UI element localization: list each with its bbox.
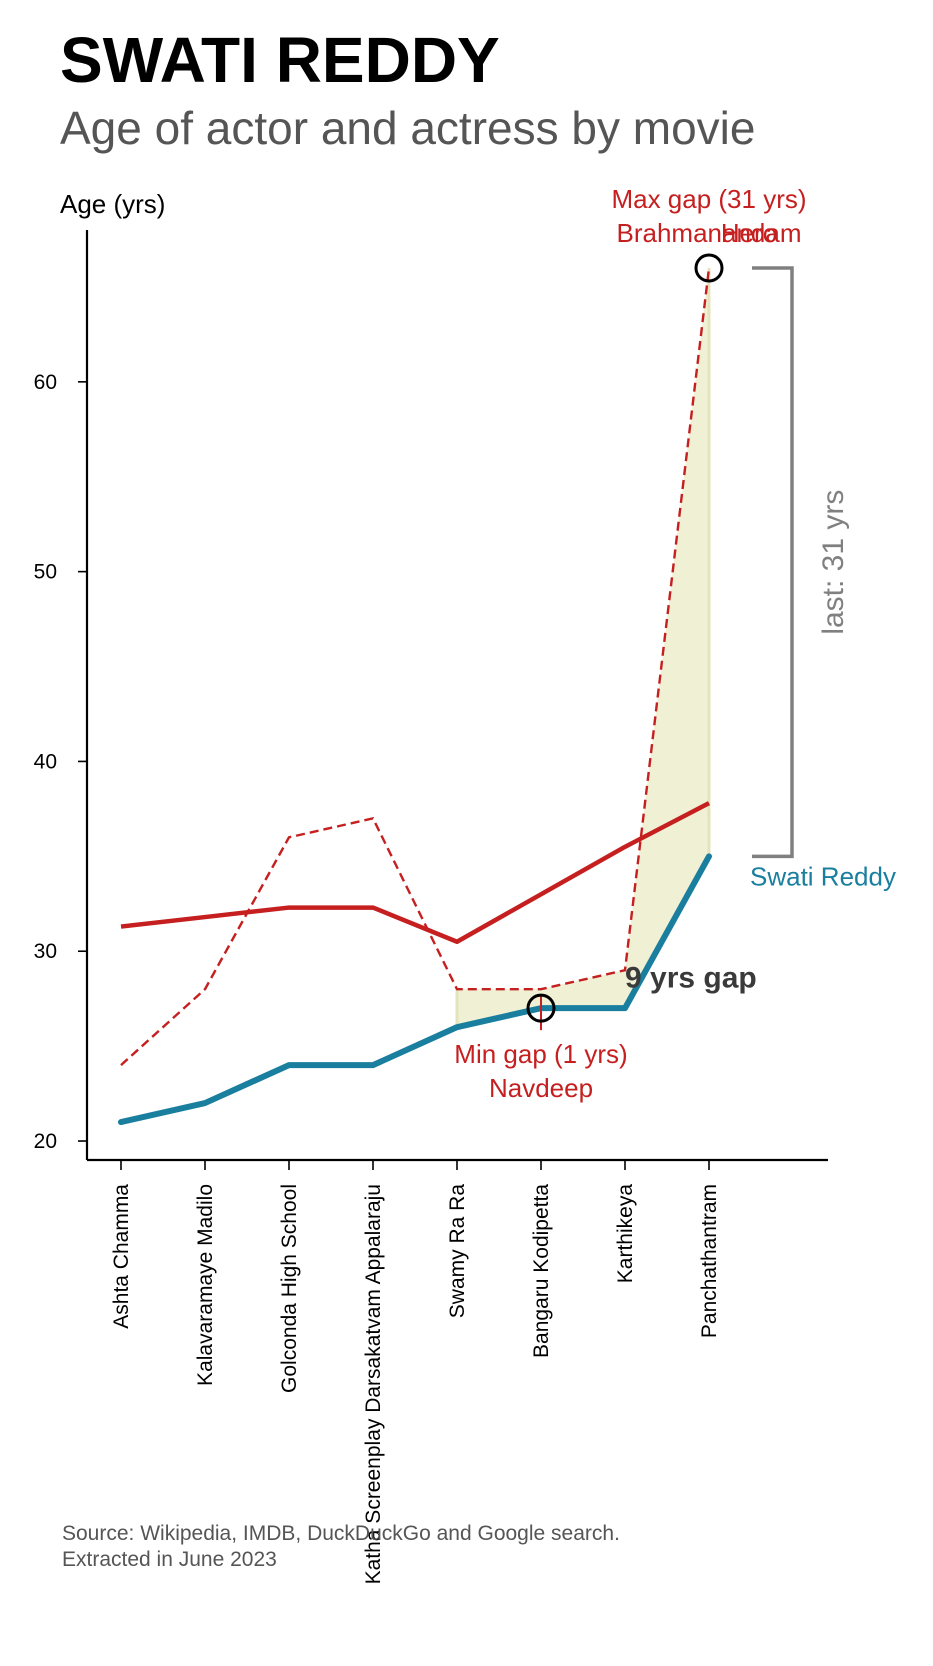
- y-axis-label: Age (yrs): [60, 189, 165, 219]
- series-label-swati-reddy: Swati Reddy: [750, 861, 896, 891]
- min-gap-actor-label: Navdeep: [489, 1073, 593, 1103]
- max-gap-marker: [694, 253, 724, 283]
- max-gap-movie-role-label: Hero: [721, 218, 777, 248]
- y-tick-label: 50: [34, 561, 57, 584]
- markers: [526, 253, 724, 1031]
- last-gap-bracket: [752, 266, 794, 859]
- swati-reddy-age-line: [118, 853, 712, 1126]
- source-note: Source: Wikipedia, IMDB, DuckDuckGo and …: [62, 1522, 620, 1545]
- chart-subtitle: Age of actor and actress by movie: [60, 102, 755, 154]
- x-tick-label: Katha Screenplay Darsakatvam Appalaraju: [362, 1184, 385, 1584]
- min-gap-label: Min gap (1 yrs): [454, 1039, 627, 1069]
- series-lines: [118, 267, 712, 1126]
- x-tick-label: Golconda High School: [278, 1184, 301, 1393]
- max-gap-label: Max gap (31 yrs): [611, 184, 806, 214]
- axes: 20 30 40 50 60 Ashta Chamma Kalavaramaye Madil…: [34, 230, 828, 1584]
- min-gap-marker: [526, 993, 556, 1023]
- last-gap-label: last: 31 yrs: [817, 490, 850, 635]
- extraction-note: Extracted in June 2023: [62, 1548, 277, 1571]
- x-tick-label: Ashta Chamma: [110, 1184, 133, 1329]
- x-tick-label: Bangaru Kodipetta: [530, 1184, 553, 1358]
- current-gap-label: 9 yrs gap: [625, 961, 757, 994]
- x-tick-label: Kalavaramaye Madilo: [194, 1184, 217, 1386]
- co-star-trend-line: [120, 801, 711, 944]
- y-tick-label: 60: [34, 371, 57, 394]
- x-tick-label: Panchathantram: [698, 1184, 721, 1338]
- y-tick-label: 20: [34, 1130, 57, 1153]
- x-tick-label: Swamy Ra Ra: [446, 1184, 469, 1319]
- max-gap-actor-label: Brahmanandam: [617, 218, 802, 248]
- chart-title: SWATI REDDY: [60, 24, 500, 96]
- gap-shading: [455, 267, 711, 1028]
- co-star-age-line: [120, 267, 711, 1066]
- gap-area: [457, 267, 709, 1028]
- y-tick-label: 40: [34, 750, 57, 773]
- y-tick-label: 30: [34, 940, 57, 963]
- x-tick-label: Karthikeya: [614, 1184, 637, 1284]
